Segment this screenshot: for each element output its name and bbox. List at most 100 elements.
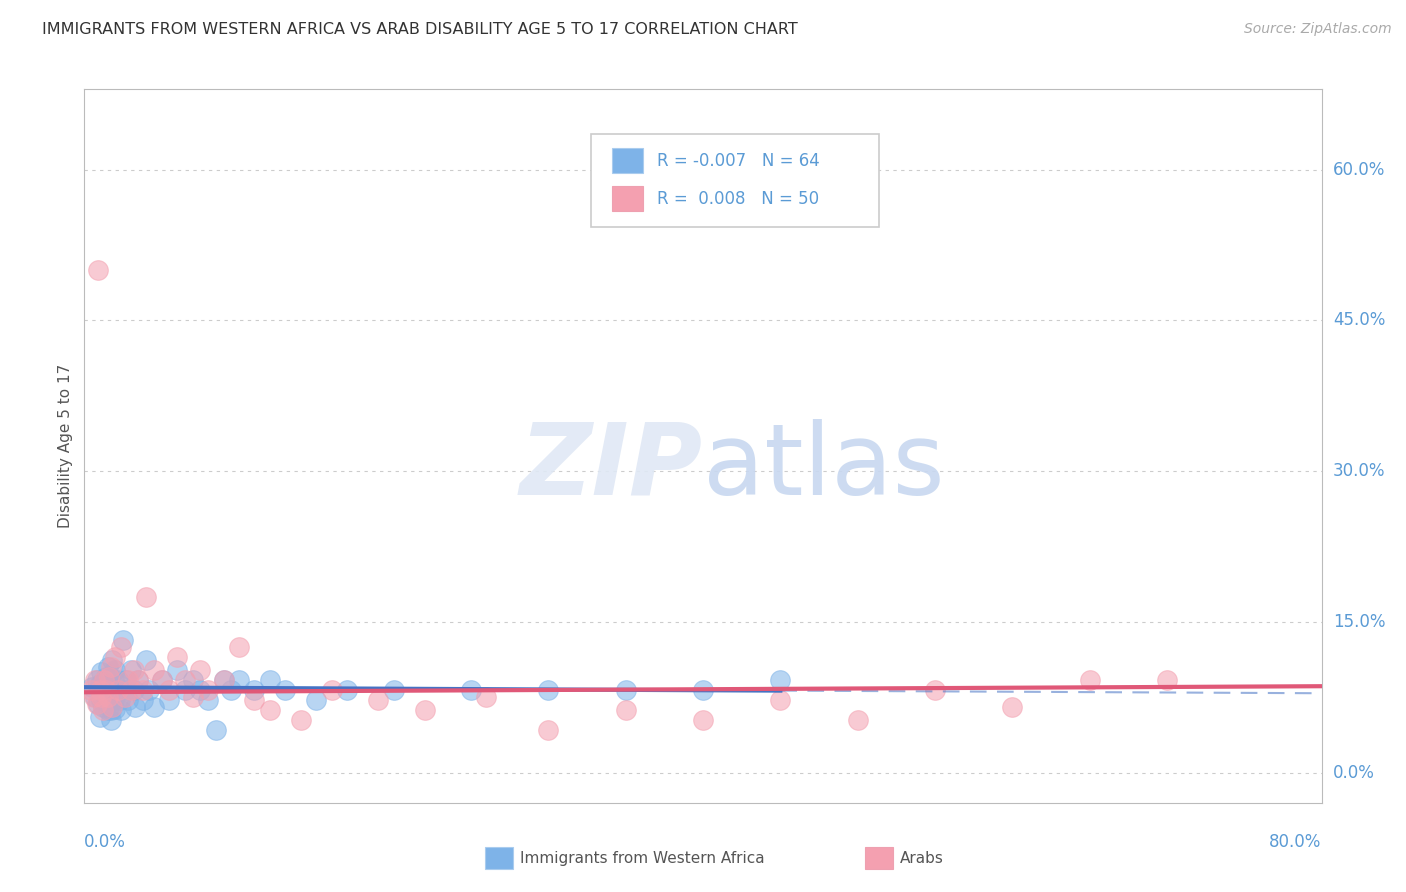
Point <box>98 693 121 707</box>
Text: Immigrants from Western Africa: Immigrants from Western Africa <box>520 851 765 865</box>
Point <box>205 723 228 738</box>
Point <box>104 650 127 665</box>
Point <box>96 703 118 717</box>
Point <box>1078 673 1101 688</box>
Text: Arabs: Arabs <box>900 851 943 865</box>
Text: 45.0%: 45.0% <box>1333 311 1385 329</box>
Point <box>259 673 281 688</box>
Point <box>87 698 110 712</box>
Point <box>1001 700 1024 714</box>
Text: 0.0%: 0.0% <box>1333 764 1375 781</box>
Point <box>114 683 136 698</box>
Point <box>228 673 250 688</box>
Point <box>124 700 146 714</box>
Point <box>127 673 149 688</box>
Y-axis label: Disability Age 5 to 17: Disability Age 5 to 17 <box>58 364 73 528</box>
Point <box>107 683 129 698</box>
Point <box>290 714 312 728</box>
Point <box>692 714 714 728</box>
Point <box>243 683 266 698</box>
Point <box>150 673 173 688</box>
Point <box>150 673 173 688</box>
Point <box>166 650 188 665</box>
Point <box>83 690 105 705</box>
Point <box>228 640 250 654</box>
Point <box>219 683 242 698</box>
Point <box>120 663 142 677</box>
Point <box>614 683 637 698</box>
Point <box>1156 673 1178 688</box>
Point <box>135 590 157 604</box>
Point <box>212 673 235 688</box>
Point <box>769 673 792 688</box>
Point <box>197 683 219 698</box>
Point <box>108 693 131 707</box>
Point <box>159 683 180 698</box>
Point <box>100 660 122 674</box>
Point <box>122 663 145 677</box>
Point <box>243 693 266 707</box>
Point <box>321 683 343 698</box>
Point <box>94 683 117 698</box>
Point <box>188 663 211 677</box>
Point <box>537 683 560 698</box>
Point <box>181 673 204 688</box>
Point <box>259 703 281 717</box>
Point <box>197 693 219 707</box>
Point <box>89 710 111 724</box>
Point <box>110 640 132 654</box>
Point <box>89 677 111 691</box>
Point <box>188 683 211 698</box>
Text: R =  0.008   N = 50: R = 0.008 N = 50 <box>657 190 818 208</box>
Point <box>143 700 166 714</box>
Point <box>93 675 115 690</box>
Point <box>89 683 111 698</box>
Point <box>114 690 136 705</box>
Point <box>537 723 560 738</box>
Point <box>91 703 114 717</box>
Point <box>135 653 157 667</box>
Point <box>117 673 139 688</box>
Point <box>93 683 115 698</box>
Point <box>84 673 107 688</box>
Point <box>336 683 359 698</box>
Point <box>367 693 389 707</box>
Point <box>120 683 142 698</box>
Point <box>274 683 297 698</box>
Point <box>132 693 155 707</box>
Point <box>115 673 138 688</box>
Point <box>103 673 125 688</box>
Point <box>166 663 188 677</box>
Point <box>98 670 121 684</box>
Point <box>93 673 115 688</box>
Point <box>96 690 118 705</box>
Point <box>305 693 328 707</box>
Point <box>100 703 122 717</box>
Point <box>101 700 124 714</box>
Point <box>107 673 129 688</box>
Point <box>94 692 117 706</box>
Point <box>86 673 108 688</box>
Text: atlas: atlas <box>703 419 945 516</box>
Text: 30.0%: 30.0% <box>1333 462 1385 480</box>
Point <box>138 683 160 698</box>
Point <box>769 693 792 707</box>
Point <box>143 663 166 677</box>
Text: 0.0%: 0.0% <box>84 833 127 851</box>
Point <box>87 263 110 277</box>
Text: 60.0%: 60.0% <box>1333 161 1385 178</box>
Point <box>91 700 114 714</box>
Point <box>84 690 107 705</box>
Point <box>90 693 112 707</box>
Point <box>692 683 714 698</box>
Point <box>101 653 124 667</box>
Point <box>475 690 498 705</box>
Text: Source: ZipAtlas.com: Source: ZipAtlas.com <box>1244 22 1392 37</box>
Point <box>90 665 112 680</box>
Point <box>413 703 436 717</box>
Text: IMMIGRANTS FROM WESTERN AFRICA VS ARAB DISABILITY AGE 5 TO 17 CORRELATION CHART: IMMIGRANTS FROM WESTERN AFRICA VS ARAB D… <box>42 22 799 37</box>
Point <box>117 693 139 707</box>
Point <box>122 683 145 698</box>
Text: 80.0%: 80.0% <box>1270 833 1322 851</box>
Point <box>924 683 946 698</box>
